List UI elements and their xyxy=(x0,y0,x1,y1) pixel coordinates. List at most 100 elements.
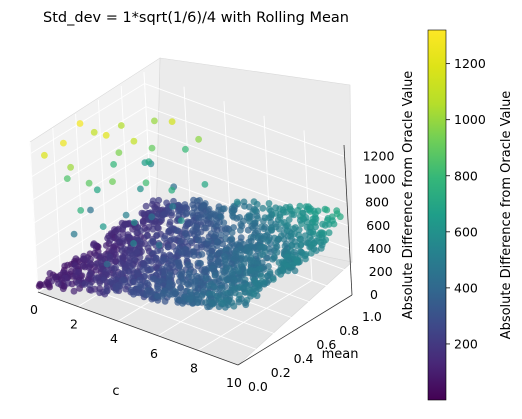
axis-lines xyxy=(37,144,353,366)
scatter-point xyxy=(93,260,100,268)
colorbar-ticks: 200 400 600 800 1000 1200 xyxy=(446,56,486,351)
scatter-point xyxy=(99,223,107,231)
scatter-point xyxy=(143,232,151,240)
colorbar-label: Absolute Difference from Oracle Value xyxy=(499,91,514,340)
scatter-point xyxy=(46,283,53,291)
scatter-point xyxy=(147,266,154,274)
scatter-point xyxy=(269,255,277,263)
scatter-point xyxy=(149,275,157,283)
scatter-point xyxy=(183,233,191,241)
grid-line-z-side xyxy=(31,106,147,177)
scatter-point xyxy=(276,225,283,233)
scatter-point xyxy=(147,239,155,247)
scatter-point xyxy=(110,265,118,273)
scatter-point xyxy=(151,117,158,125)
scatter-point xyxy=(74,279,82,287)
z-tick-label: 0 xyxy=(370,287,378,302)
scatter-point xyxy=(182,145,189,153)
scatter-point xyxy=(85,179,93,187)
scatter-point xyxy=(223,229,230,237)
scatter-point xyxy=(250,290,258,298)
scatter-point xyxy=(155,241,163,249)
scatter-point xyxy=(233,198,241,206)
scatter-point xyxy=(64,279,72,287)
colorbar-tick-label: 800 xyxy=(454,168,478,183)
scatter-point xyxy=(194,298,202,306)
scatter-point xyxy=(202,274,210,282)
scatter-point xyxy=(307,249,315,257)
scatter-point xyxy=(122,211,130,219)
scatter-point xyxy=(96,289,104,297)
scatter-point xyxy=(148,144,156,152)
x-axis-label: c xyxy=(112,384,119,399)
scatter-point xyxy=(149,225,157,233)
z-tick-label: 1200 xyxy=(363,149,395,164)
scatter-point xyxy=(70,287,78,295)
scatter-point xyxy=(330,220,338,228)
scatter-point xyxy=(235,298,243,306)
grid-line-y-side xyxy=(75,113,85,265)
scatter-point xyxy=(166,291,174,298)
x-tick-label: 0 xyxy=(30,302,38,317)
scatter-point xyxy=(321,222,329,229)
scatter-point xyxy=(77,207,85,214)
scatter-point xyxy=(218,284,226,292)
scatter-point xyxy=(133,229,141,237)
z-tick-label: 800 xyxy=(365,195,389,210)
scatter-point xyxy=(148,213,156,221)
grid-line-z-back xyxy=(146,129,348,204)
scatter-point xyxy=(277,271,285,278)
scatter-point xyxy=(195,236,203,244)
scatter-point xyxy=(265,200,273,207)
scatter-point xyxy=(309,228,317,236)
scatter-point xyxy=(178,248,186,256)
scatter-point xyxy=(210,283,218,291)
y-axis-line xyxy=(237,294,353,366)
scatter-point xyxy=(235,268,243,275)
scatter-point xyxy=(106,237,114,244)
scatter-point xyxy=(268,226,275,234)
y-tick-label: 1.0 xyxy=(362,309,382,324)
colorbar-tick-label: 1200 xyxy=(454,56,486,71)
grid-line-y-side xyxy=(143,71,153,223)
scatter-point xyxy=(243,269,251,277)
scatter-point xyxy=(220,205,228,213)
grid-line-y-side xyxy=(52,127,62,279)
scatter-point xyxy=(184,261,192,269)
scatter-point xyxy=(161,298,169,305)
grid-line-x-floor xyxy=(197,280,313,351)
scatter-point xyxy=(109,178,116,186)
scatter-point xyxy=(253,200,261,208)
scatter-point xyxy=(177,284,184,292)
scatter-point xyxy=(187,237,195,245)
grid-line-z-side xyxy=(30,83,145,154)
y-tick-label: 0.6 xyxy=(316,337,336,352)
x-tick-label: 10 xyxy=(226,375,242,390)
scatter-point xyxy=(87,206,94,214)
scatter-point xyxy=(67,163,74,171)
scatter-point xyxy=(270,276,277,283)
scatter-point xyxy=(161,235,168,242)
scatter-point xyxy=(228,229,236,237)
z-axis-line xyxy=(343,144,353,296)
colorbar: 200 400 600 800 1000 1200 Absolute Difference… xyxy=(427,29,514,401)
scatter-point xyxy=(186,296,194,303)
scatter-point xyxy=(205,282,213,289)
scatter-point xyxy=(46,270,54,277)
scatter-point xyxy=(41,151,48,159)
scatter-point xyxy=(168,209,176,217)
y-tick-label: 0.2 xyxy=(271,365,291,380)
scatter-point xyxy=(96,279,104,287)
scatter-point xyxy=(90,128,98,136)
scatter-point xyxy=(181,225,189,233)
scatter-point xyxy=(247,237,255,245)
scatter-point xyxy=(139,266,146,274)
grid-line-z-side xyxy=(36,198,152,270)
x-tick-label: 8 xyxy=(190,360,198,375)
scatter-point xyxy=(76,120,84,127)
x-tick-label: 6 xyxy=(150,346,158,361)
scatter-point xyxy=(93,186,101,194)
chart-title: Std_dev = 1*sqrt(1/6)/4 with Rolling Mea… xyxy=(43,10,349,26)
z-tick-label: 400 xyxy=(368,241,392,256)
scatter-point xyxy=(141,272,149,280)
